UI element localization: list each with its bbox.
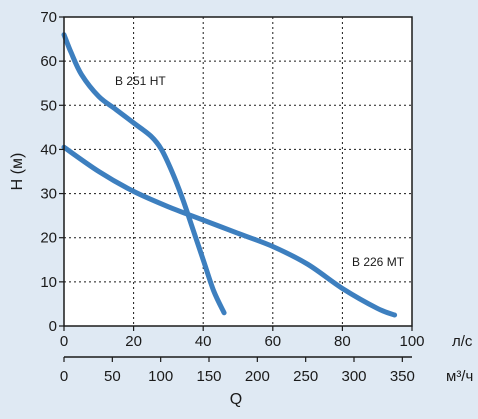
series-line-b-251-ht [61,32,227,316]
x2-tick-label: 50 [104,368,121,385]
series-layer [61,32,398,318]
x-tick-label: 80 [334,333,351,350]
plot-area [64,17,412,326]
x2-tick-label: 350 [390,368,415,385]
y-tick-label: 0 [49,318,57,335]
plot-border [63,16,413,327]
series-line-b-226-mt [61,144,398,318]
x2-tick-label: 0 [60,368,68,385]
x2-tick-label: 200 [245,368,270,385]
series-label-b-226-mt: B 226 MT [352,255,405,269]
y-tick-label: 40 [40,141,57,158]
axes [59,16,413,362]
x2-tick-label: 250 [293,368,318,385]
x-tick-label: 0 [60,333,68,350]
y-tick-label: 30 [40,186,57,203]
x-tick-label: 20 [125,333,142,350]
y-tick-label: 10 [40,274,57,291]
y-axis-title: H (м) [9,153,26,191]
x2-tick-label: 150 [196,368,221,385]
labels: B 251 HT B 226 MT 0 10 20 30 40 50 60 70 0 20 40 60 80… [9,9,473,408]
grid [64,17,412,326]
x2-tick-label: 300 [341,368,366,385]
x-tick-label: 40 [195,333,212,350]
y-tick-label: 20 [40,230,57,247]
series-label-b-251-ht: B 251 HT [115,74,166,88]
x2-tick-label: 100 [148,368,173,385]
x-tick-label: 100 [399,333,424,350]
x-tick-label: 60 [264,333,281,350]
x-axis-title: Q [230,391,242,408]
x2-unit-label: м³/ч [446,368,473,385]
x-unit-label: л/с [452,333,473,350]
y-tick-label: 70 [40,9,57,26]
y-tick-label: 60 [40,53,57,70]
y-tick-label: 50 [40,97,57,114]
